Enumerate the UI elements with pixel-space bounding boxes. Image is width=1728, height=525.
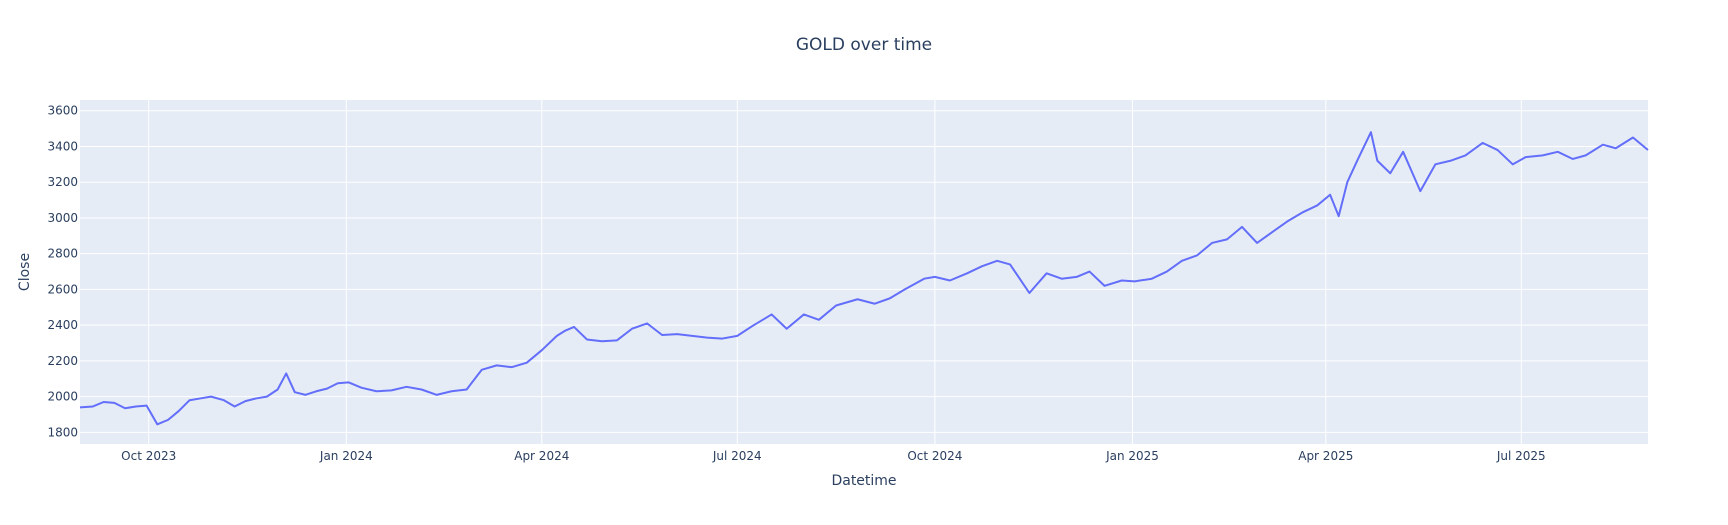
- x-tick-label: Oct 2023: [121, 449, 176, 463]
- x-tick-label: Oct 2024: [907, 449, 962, 463]
- y-tick-label: 2400: [47, 318, 78, 332]
- y-tick-label: 2200: [47, 354, 78, 368]
- plot-area: [80, 100, 1648, 444]
- y-tick-label: 3600: [47, 104, 78, 118]
- y-tick-label: 3400: [47, 139, 78, 153]
- chart-title: GOLD over time: [796, 35, 932, 55]
- x-axis-ticks: Oct 2023 Jan 2024 Apr 2024 Jul 2024 Oct 2024…: [121, 449, 1546, 463]
- series-line: [79, 131, 1649, 426]
- y-tick-label: 3000: [47, 211, 78, 225]
- x-tick-label: Apr 2024: [514, 449, 569, 463]
- x-axis-label: Datetime: [831, 473, 896, 489]
- y-tick-label: 2000: [47, 390, 78, 404]
- x-tick-label: Jan 2024: [319, 449, 373, 463]
- x-tick-label: Apr 2025: [1298, 449, 1353, 463]
- y-axis-ticks: 1800 2000 2200 2400 2600 2800 3000 3200 3400 3600: [47, 104, 78, 440]
- y-tick-label: 2800: [47, 247, 78, 261]
- y-axis-label: Close: [17, 253, 33, 291]
- x-tick-label: Jul 2025: [1496, 449, 1546, 463]
- y-tick-label: 3200: [47, 175, 78, 189]
- y-tick-label: 1800: [47, 425, 78, 439]
- series-layer: [79, 131, 1649, 426]
- y-tick-label: 2600: [47, 282, 78, 296]
- x-tick-label: Jan 2025: [1105, 449, 1159, 463]
- x-tick-label: Jul 2024: [712, 449, 762, 463]
- gridlines: [80, 100, 1648, 444]
